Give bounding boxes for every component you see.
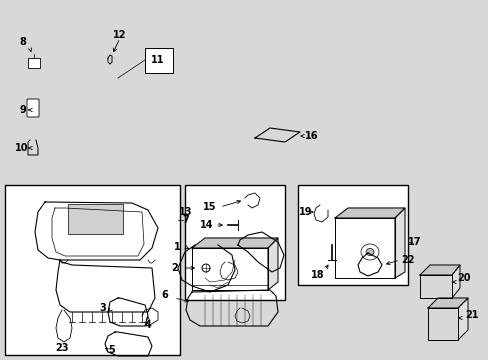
Text: 12: 12: [113, 30, 126, 40]
Text: 19: 19: [299, 207, 312, 217]
Text: 16: 16: [305, 131, 318, 141]
Bar: [28, 58, 40, 68]
Text: 14: 14: [200, 220, 213, 230]
Polygon shape: [394, 208, 404, 278]
Text: 18: 18: [310, 270, 324, 280]
Text: 4: 4: [144, 320, 151, 330]
Polygon shape: [334, 208, 404, 218]
Bar: [145, 48, 173, 73]
Text: 5: 5: [108, 345, 115, 355]
Text: 22: 22: [401, 255, 414, 265]
Text: 10: 10: [15, 143, 29, 153]
Ellipse shape: [360, 244, 378, 260]
Text: 20: 20: [456, 273, 470, 283]
Polygon shape: [267, 238, 278, 290]
Text: 15: 15: [203, 202, 216, 212]
Text: 3: 3: [100, 303, 106, 313]
Text: 21: 21: [464, 310, 478, 320]
Ellipse shape: [365, 248, 373, 256]
Text: 9: 9: [20, 105, 26, 115]
Text: 23: 23: [55, 343, 69, 353]
Polygon shape: [451, 265, 459, 298]
Polygon shape: [457, 298, 467, 340]
Polygon shape: [192, 238, 278, 248]
Bar: [297, 185, 407, 285]
Text: 7: 7: [182, 215, 189, 225]
Text: 6: 6: [162, 290, 168, 300]
Ellipse shape: [202, 264, 209, 272]
Polygon shape: [427, 298, 467, 308]
Text: 17: 17: [407, 237, 421, 247]
Text: 8: 8: [20, 37, 26, 47]
Text: 2: 2: [171, 263, 178, 273]
Text: 11: 11: [151, 55, 164, 65]
Bar: [68, 204, 123, 234]
FancyBboxPatch shape: [27, 99, 39, 117]
Bar: [184, 185, 285, 300]
Text: 13: 13: [179, 207, 192, 217]
Bar: [5, 185, 180, 355]
Polygon shape: [419, 265, 459, 275]
Text: 1: 1: [173, 242, 180, 252]
